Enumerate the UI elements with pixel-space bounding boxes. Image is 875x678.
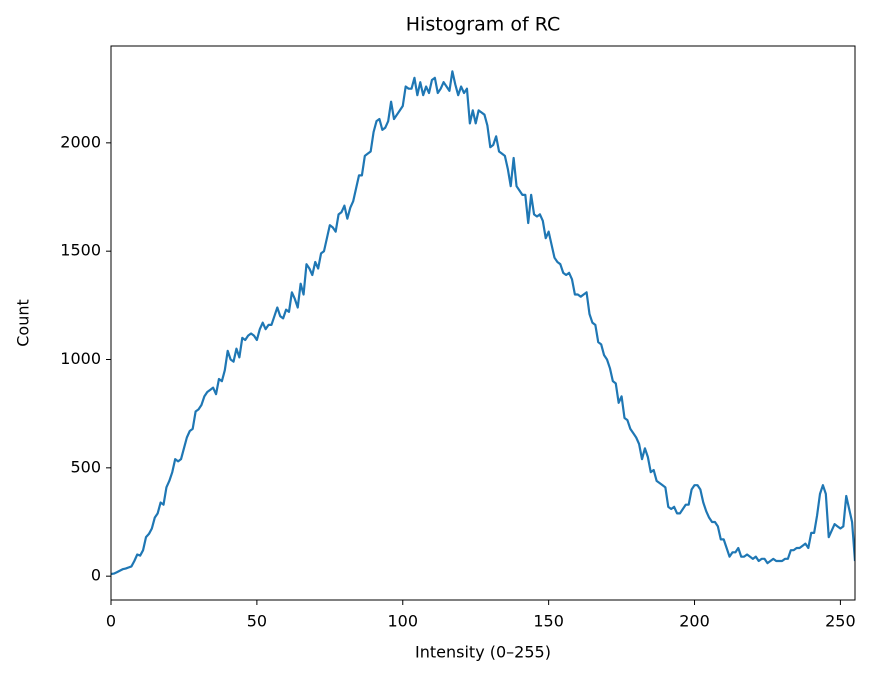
y-tick-label: 2000	[60, 132, 101, 151]
y-tick-label: 1000	[60, 349, 101, 368]
x-tick-label: 200	[679, 612, 710, 631]
x-tick-label: 50	[247, 612, 267, 631]
y-tick-label: 1500	[60, 241, 101, 260]
x-tick-label: 250	[825, 612, 856, 631]
data-line	[111, 70, 855, 576]
y-axis-label: Count	[14, 299, 33, 347]
chart-title: Histogram of RC	[406, 14, 560, 36]
x-axis-label: Intensity (0–255)	[415, 643, 551, 662]
x-tick-label: 100	[387, 612, 418, 631]
y-tick-label: 0	[91, 566, 101, 585]
x-tick-label: 0	[106, 612, 116, 631]
x-tick-label: 150	[533, 612, 564, 631]
y-tick-label: 500	[70, 457, 101, 476]
plot-frame	[110, 45, 856, 601]
